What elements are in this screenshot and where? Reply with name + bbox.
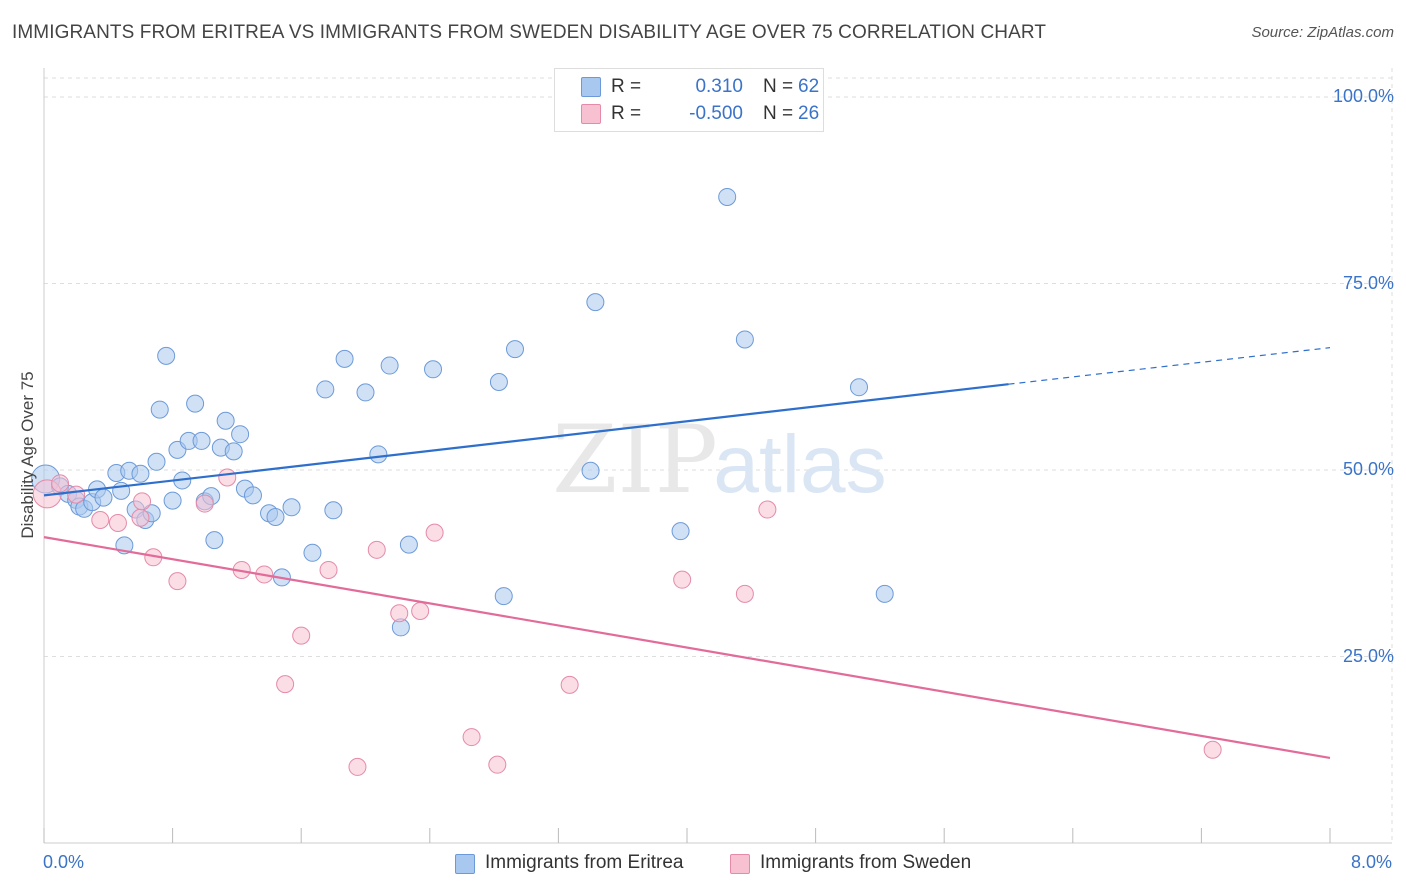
eritrea-point: [316, 380, 335, 399]
sweden-point: [390, 604, 409, 623]
r-value: 0.310: [695, 76, 743, 97]
sweden-legend-swatch: [730, 854, 750, 874]
r-label: R =: [611, 103, 642, 124]
eritrea-legend-swatch: [455, 854, 475, 874]
eritrea-point: [224, 442, 243, 461]
eritrea-point: [875, 584, 894, 603]
sweden-point: [195, 494, 214, 513]
n-label: N =: [763, 76, 794, 97]
eritrea-point: [324, 501, 343, 520]
sweden-point: [735, 584, 754, 603]
eritrea-point: [505, 340, 524, 359]
sweden-point: [67, 485, 86, 504]
sweden-point: [108, 513, 127, 532]
eritrea-point: [369, 445, 388, 464]
eritrea-point: [150, 400, 169, 419]
sweden-point: [673, 570, 692, 589]
sweden-point: [462, 728, 481, 747]
sweden-trend-line: [43, 536, 1331, 760]
trend-lines: [43, 347, 1331, 760]
eritrea-point: [147, 452, 166, 471]
eritrea-point: [581, 461, 600, 480]
eritrea-point: [380, 356, 399, 375]
eritrea-swatch: [581, 77, 601, 97]
eritrea-point: [186, 394, 205, 413]
sweden-point: [292, 626, 311, 645]
sweden-point: [411, 601, 430, 620]
eritrea-point: [231, 425, 250, 444]
stats-legend: R = 0.310 N = 62 R = -0.500 N = 26: [554, 68, 824, 132]
eritrea-point: [266, 507, 285, 526]
n-value: 26: [798, 103, 820, 124]
sweden-point: [51, 474, 70, 493]
eritrea-point: [718, 187, 737, 206]
y-tick-label: 75.0%: [1342, 272, 1394, 293]
eritrea-trend-extension: [1008, 347, 1331, 385]
eritrea-point: [216, 411, 235, 430]
eritrea-point: [192, 431, 211, 450]
n-value: 62: [798, 76, 820, 97]
sweden-point: [488, 755, 507, 774]
eritrea-point: [335, 349, 354, 368]
eritrea-point: [282, 498, 301, 517]
eritrea-point: [494, 587, 513, 606]
axes: [43, 68, 1392, 844]
eritrea-point: [399, 535, 418, 554]
eritrea-point: [424, 360, 443, 379]
y-axis-label: Disability Age Over 75: [18, 371, 37, 539]
sweden-point: [758, 500, 777, 519]
sweden-point: [425, 523, 444, 542]
sweden-point: [131, 508, 150, 527]
sweden-point: [168, 572, 187, 591]
r-label: R =: [611, 76, 642, 97]
x-tick-label-max: 8.0%: [1350, 852, 1392, 872]
sweden-point: [319, 560, 338, 579]
eritrea-point: [243, 486, 262, 505]
eritrea-point: [94, 488, 113, 507]
chart-title: IMMIGRANTS FROM ERITREA VS IMMIGRANTS FR…: [12, 22, 1047, 43]
eritrea-point: [157, 346, 176, 365]
sweden-point: [218, 468, 237, 487]
eritrea-point: [303, 543, 322, 562]
eritrea-point: [850, 378, 869, 397]
eritrea-point: [131, 464, 150, 483]
sweden-point: [348, 757, 367, 776]
eritrea-point: [205, 531, 224, 550]
sweden-point: [560, 675, 579, 694]
watermark-atlas: atlas: [713, 419, 886, 510]
eritrea-point: [735, 330, 754, 349]
sweden-swatch: [581, 104, 601, 124]
eritrea-point: [671, 522, 690, 541]
legend-label: Immigrants from Eritrea: [485, 852, 684, 873]
legend-label: Immigrants from Sweden: [760, 852, 972, 873]
eritrea-point: [586, 293, 605, 312]
x-tick-label-min: 0.0%: [43, 852, 85, 872]
eritrea-point: [489, 372, 508, 391]
watermark-zip: ZIP: [552, 406, 718, 515]
y-tick-label: 100.0%: [1332, 86, 1394, 106]
data-points: [31, 187, 1222, 776]
eritrea-trend-line: [43, 383, 1009, 497]
sweden-point: [91, 510, 110, 529]
eritrea-point: [163, 491, 182, 510]
n-label: N =: [763, 103, 794, 124]
sweden-point: [367, 540, 386, 559]
source-label: Source: ZipAtlas.com: [1251, 24, 1394, 41]
sweden-point: [1203, 740, 1222, 759]
sweden-point: [133, 492, 152, 511]
r-value: -0.500: [689, 103, 743, 124]
y-tick-label: 25.0%: [1342, 645, 1394, 666]
eritrea-point: [356, 383, 375, 402]
sweden-point: [276, 675, 295, 694]
y-tick-label: 50.0%: [1342, 459, 1394, 479]
